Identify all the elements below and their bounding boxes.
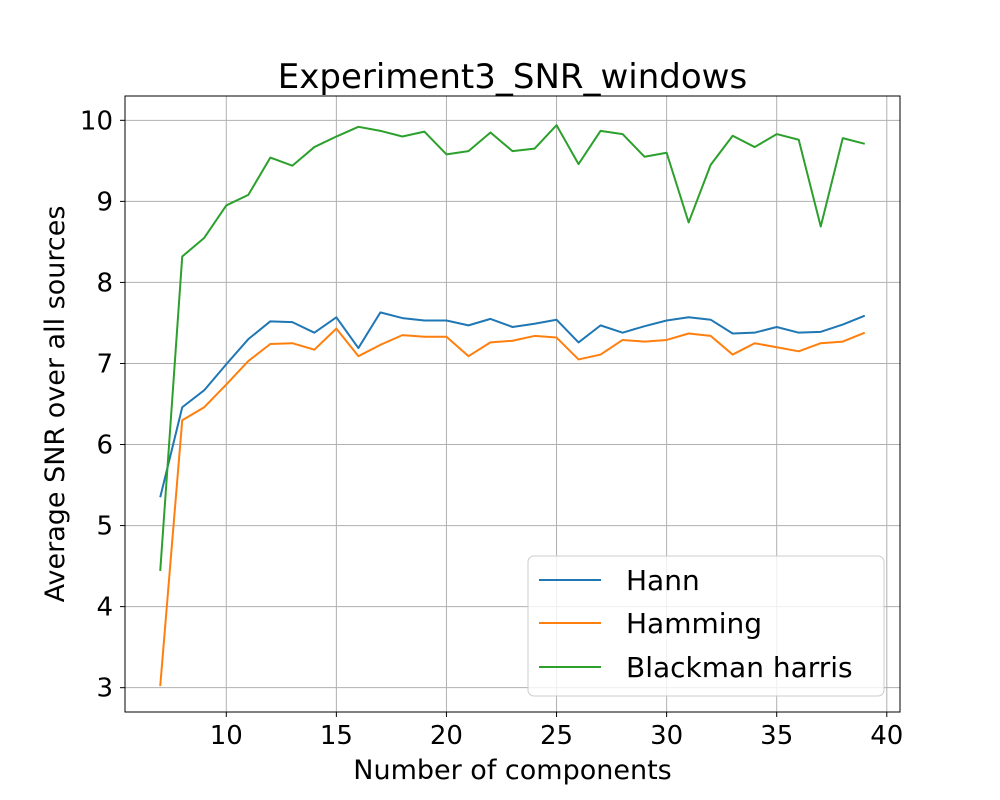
y-tick-label: 9 (96, 187, 113, 217)
grid (125, 96, 900, 712)
chart-title: Experiment3_SNR_windows (278, 57, 747, 97)
series-line-blackman-harris (159, 124, 866, 572)
series-line-hamming (159, 327, 866, 687)
plot-area-frame (124, 95, 901, 713)
series-lines (159, 124, 866, 687)
legend-box (527, 555, 885, 697)
x-tick-label: 15 (320, 721, 353, 751)
y-tick-label: 4 (96, 593, 113, 623)
y-axis-title: Average SNR over all sources (40, 206, 71, 603)
series-line-hann (159, 311, 866, 498)
legend-label-blackman-harris: Blackman harris (626, 651, 853, 684)
x-tick-label: 20 (430, 721, 463, 751)
x-tick-label: 35 (760, 721, 793, 751)
x-axis-title: Number of components (353, 755, 671, 786)
legend-label-hamming: Hamming (626, 607, 762, 640)
y-tick-label: 5 (96, 512, 113, 542)
y-tick-label: 10 (80, 106, 113, 136)
legend: Hann Hamming Blackman harris (527, 555, 885, 697)
x-tick-label: 30 (650, 721, 683, 751)
axis-ticks: 10 15 20 25 30 35 40 3 4 5 6 7 8 9 10 (80, 106, 903, 751)
y-tick-label: 6 (96, 431, 113, 461)
x-tick-label: 40 (870, 721, 903, 751)
x-tick-label: 25 (540, 721, 573, 751)
y-tick-label: 3 (96, 674, 113, 704)
x-tick-label: 10 (210, 721, 243, 751)
y-tick-label: 8 (96, 268, 113, 298)
legend-label-hann: Hann (626, 564, 700, 597)
y-tick-label: 7 (96, 349, 113, 379)
